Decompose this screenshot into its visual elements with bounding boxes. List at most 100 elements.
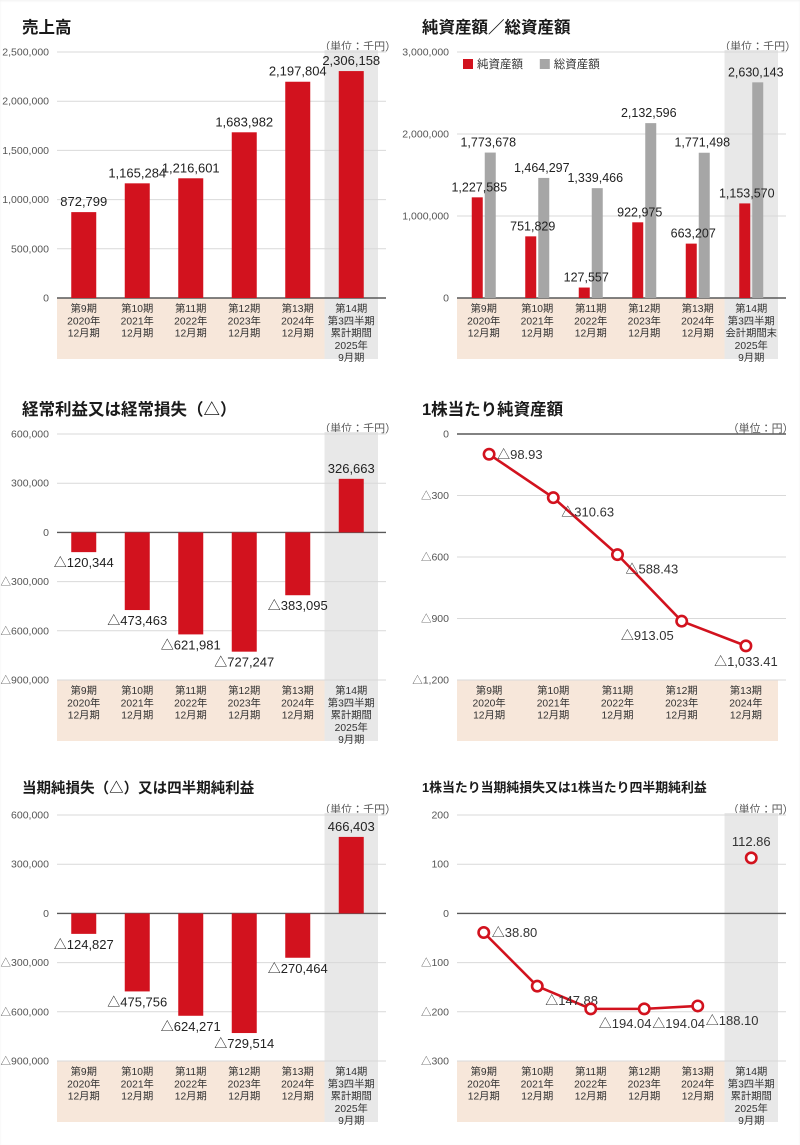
- svg-text:12月期: 12月期: [68, 1091, 100, 1103]
- svg-text:2023年: 2023年: [228, 696, 261, 709]
- svg-text:△310.63: △310.63: [561, 504, 614, 519]
- svg-text:2024年: 2024年: [681, 314, 714, 327]
- svg-text:127,557: 127,557: [564, 271, 609, 285]
- svg-text:2021年: 2021年: [537, 696, 570, 709]
- svg-text:第11期: 第11期: [175, 684, 206, 697]
- svg-text:第11期: 第11期: [175, 1065, 206, 1078]
- svg-text:△188.10: △188.10: [706, 1013, 759, 1028]
- svg-text:12月期: 12月期: [175, 328, 207, 340]
- svg-text:第14期: 第14期: [335, 302, 367, 315]
- svg-text:1,216,601: 1,216,601: [162, 160, 220, 175]
- svg-text:△600,000: △600,000: [1, 625, 50, 637]
- svg-text:500,000: 500,000: [11, 243, 49, 255]
- svg-text:△194.04: △194.04: [652, 1016, 705, 1031]
- svg-text:第11期: 第11期: [175, 302, 206, 315]
- svg-text:12月期: 12月期: [228, 328, 260, 340]
- svg-text:2021年: 2021年: [121, 314, 154, 327]
- svg-text:第12期: 第12期: [628, 1065, 660, 1078]
- svg-text:3,000,000: 3,000,000: [402, 47, 449, 59]
- svg-text:2022年: 2022年: [574, 314, 607, 327]
- svg-text:第11期: 第11期: [575, 302, 606, 315]
- svg-text:12月期: 12月期: [282, 709, 314, 721]
- svg-text:751,829: 751,829: [510, 219, 555, 233]
- svg-text:△600: △600: [421, 551, 449, 563]
- svg-text:2023年: 2023年: [665, 696, 698, 709]
- svg-text:2020年: 2020年: [467, 314, 500, 327]
- svg-text:2024年: 2024年: [281, 696, 314, 709]
- svg-text:9月期: 9月期: [338, 1116, 364, 1128]
- svg-text:466,403: 466,403: [328, 819, 375, 834]
- svg-text:600,000: 600,000: [11, 428, 49, 440]
- svg-text:1,771,498: 1,771,498: [674, 136, 730, 150]
- svg-text:12月期: 12月期: [601, 709, 633, 721]
- svg-text:12月期: 12月期: [468, 1091, 500, 1103]
- svg-text:0: 0: [443, 428, 449, 440]
- svg-text:2022年: 2022年: [174, 1078, 207, 1091]
- svg-text:2024年: 2024年: [281, 1078, 314, 1091]
- svg-text:2021年: 2021年: [521, 1078, 554, 1091]
- svg-text:2022年: 2022年: [174, 696, 207, 709]
- svg-text:第13期: 第13期: [282, 302, 314, 315]
- svg-text:第10期: 第10期: [121, 1065, 153, 1078]
- svg-text:△588.43: △588.43: [626, 561, 679, 576]
- svg-text:2,500,000: 2,500,000: [2, 47, 49, 59]
- svg-text:第14期: 第14期: [735, 1065, 767, 1078]
- svg-text:2,306,158: 2,306,158: [322, 53, 380, 68]
- svg-text:第13期: 第13期: [682, 302, 714, 315]
- svg-text:△200: △200: [421, 1007, 449, 1019]
- svg-text:2,630,143: 2,630,143: [728, 65, 784, 79]
- svg-text:2023年: 2023年: [228, 314, 261, 327]
- svg-text:△300,000: △300,000: [1, 576, 50, 588]
- svg-text:第14期: 第14期: [335, 684, 367, 697]
- svg-text:12月期: 12月期: [121, 328, 153, 340]
- svg-text:△900: △900: [421, 613, 449, 625]
- svg-text:第10期: 第10期: [521, 1065, 553, 1078]
- svg-text:第14期: 第14期: [335, 1065, 367, 1078]
- svg-text:100: 100: [431, 859, 449, 871]
- svg-text:2020年: 2020年: [67, 314, 100, 327]
- svg-text:第10期: 第10期: [121, 302, 153, 315]
- svg-text:第12期: 第12期: [666, 684, 698, 697]
- svg-text:△729,514: △729,514: [214, 1036, 274, 1051]
- svg-text:△194.04: △194.04: [599, 1016, 652, 1031]
- svg-text:2025年: 2025年: [735, 1102, 768, 1115]
- svg-text:2,000,000: 2,000,000: [2, 96, 49, 108]
- svg-text:△913.05: △913.05: [621, 628, 674, 643]
- svg-text:会計期間末: 会計期間末: [726, 327, 777, 340]
- svg-text:△727,247: △727,247: [214, 654, 274, 669]
- svg-text:12月期: 12月期: [575, 328, 607, 340]
- svg-text:300,000: 300,000: [11, 477, 49, 489]
- svg-text:2025年: 2025年: [335, 1102, 368, 1115]
- svg-text:663,207: 663,207: [671, 227, 716, 241]
- svg-text:△624,271: △624,271: [161, 1019, 221, 1034]
- svg-text:第10期: 第10期: [537, 684, 569, 697]
- svg-text:2022年: 2022年: [574, 1078, 607, 1091]
- svg-text:第9期: 第9期: [471, 302, 497, 315]
- svg-text:1,773,678: 1,773,678: [460, 136, 516, 150]
- svg-text:△383,095: △383,095: [268, 598, 328, 613]
- svg-text:600,000: 600,000: [11, 810, 49, 822]
- svg-text:第14期: 第14期: [735, 302, 767, 315]
- svg-text:△473,463: △473,463: [107, 613, 167, 628]
- svg-text:12月期: 12月期: [282, 328, 314, 340]
- svg-text:△300: △300: [421, 1056, 449, 1068]
- svg-text:累計期間: 累計期間: [331, 328, 372, 340]
- svg-text:2021年: 2021年: [121, 696, 154, 709]
- svg-text:第12期: 第12期: [228, 302, 260, 315]
- svg-text:△621,981: △621,981: [161, 637, 221, 652]
- svg-text:12月期: 12月期: [68, 709, 100, 721]
- svg-text:第3四半期: 第3四半期: [328, 1078, 375, 1091]
- svg-text:922,975: 922,975: [617, 205, 662, 219]
- svg-text:112.86: 112.86: [732, 834, 771, 849]
- svg-text:2023年: 2023年: [228, 1078, 261, 1091]
- svg-text:第9期: 第9期: [476, 684, 502, 697]
- svg-text:第13期: 第13期: [730, 684, 762, 697]
- svg-text:9月期: 9月期: [738, 1116, 764, 1128]
- svg-text:2,000,000: 2,000,000: [402, 129, 449, 141]
- svg-text:△120,344: △120,344: [54, 555, 114, 570]
- svg-text:9月期: 9月期: [338, 734, 364, 746]
- svg-text:1,165,284: 1,165,284: [108, 165, 166, 180]
- svg-text:累計期間: 累計期間: [331, 709, 372, 721]
- svg-text:12月期: 12月期: [521, 1091, 553, 1103]
- svg-text:12月期: 12月期: [666, 709, 698, 721]
